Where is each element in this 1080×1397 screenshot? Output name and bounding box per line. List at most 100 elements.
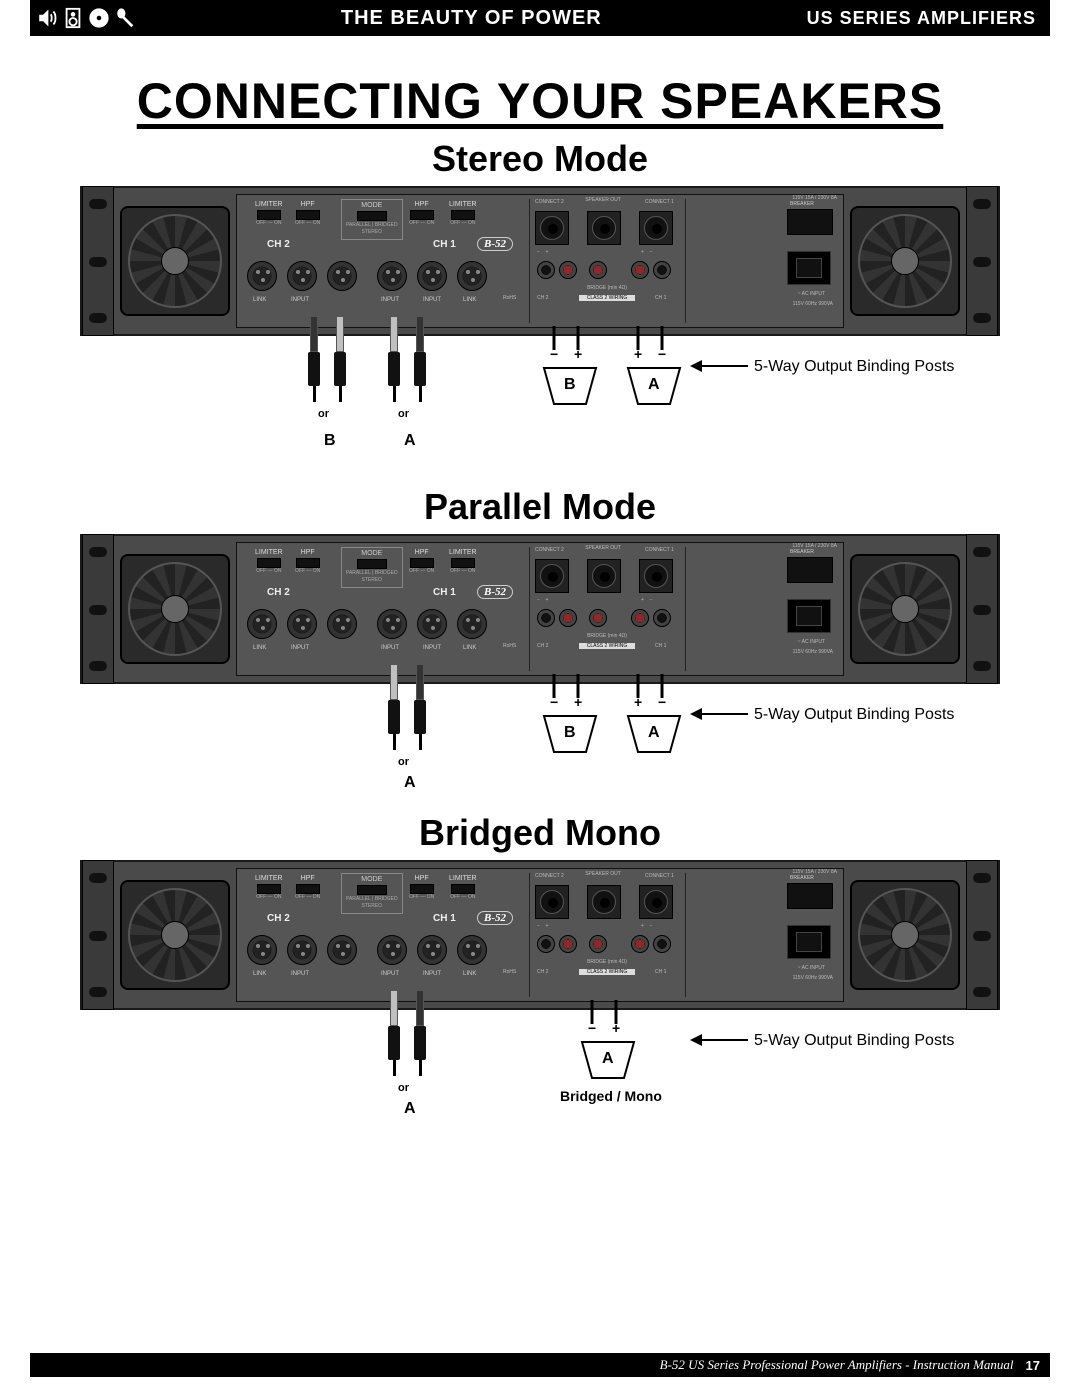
polarity-label: − + [537,923,548,929]
binding-post [653,609,671,627]
jack-ch2-input [327,261,357,291]
label-ch2: CH 2 [267,913,290,924]
page-title: CONNECTING YOUR SPEAKERS [30,72,1050,130]
speaker-a-label: A [648,376,660,394]
label-link: LINK [253,971,266,977]
label-mode: MODE [361,550,382,557]
xlr-jack [377,935,407,965]
binding-post [559,261,577,279]
label-input: INPUT [291,297,309,303]
label-limiter: LIMITER [255,549,283,556]
polarity-minus: − [658,346,666,362]
binding-post [631,935,649,953]
xlr-plug-icon [414,664,426,750]
speakon-jack [535,885,569,919]
mode-heading-bridged: Bridged Mono [30,812,1050,854]
trs-plug-icon [388,316,400,402]
label-ac-input: ~ AC INPUT [798,291,825,297]
label-input: INPUT [381,297,399,303]
label-connect2: CONNECT 2 [535,873,564,879]
rack-ear-left [82,534,114,684]
label-input: INPUT [291,645,309,651]
binding-post [653,935,671,953]
breaker [787,557,833,583]
stereo-annotations: or B or A − + B + − A 5-Way Output Bindi… [80,336,1000,468]
fan-left [120,206,230,316]
fan-right [850,554,960,664]
binding-posts-note: 5-Way Output Binding Posts [754,1032,954,1050]
bridged-annotations: or A − + A Bridged / Mono 5-Way Output B… [80,1010,1000,1142]
polarity-label: + − [641,249,652,255]
xlr-jack [327,609,357,639]
binding-post [631,261,649,279]
xlr-plug-icon [414,316,426,402]
binding-post [589,609,607,627]
footer-text: B-52 US Series Professional Power Amplif… [660,1357,1014,1373]
xlr-plug-icon [414,990,426,1076]
brand-logo: B-52 [477,911,513,925]
speaker-a-label: A [602,1050,614,1068]
label-hpf: HPF [409,201,434,208]
arrow-icon [690,704,750,724]
label-mode-opts: PARALLEL | BRIDGED [346,222,398,228]
input-b-label: B [324,432,336,450]
iec-inlet [787,925,831,959]
rack-ear-right [966,534,998,684]
rohs-label: RoHS [503,643,516,649]
binding-posts-note: 5-Way Output Binding Posts [754,706,954,724]
label-ch1-out: CH 1 [655,643,666,649]
polarity-plus: + [634,694,642,710]
speakon-center [587,211,621,245]
label-input: INPUT [423,645,441,651]
label-ch2: CH 2 [267,587,290,598]
xlr-ch2-input [287,261,317,291]
label-mode-stereo: STEREO [346,903,398,909]
brand-logo: B-52 [477,585,513,599]
breaker [787,209,833,235]
label-mode-opts: PARALLEL | BRIDGED [346,570,398,576]
label-bridge-note: BRIDGE (min 4Ω) [579,959,635,965]
polarity-label: + − [641,597,652,603]
fan-left [120,880,230,990]
input-a-label: A [404,1100,416,1118]
label-ac-input: ~ AC INPUT [798,639,825,645]
polarity-minus: − [550,346,558,362]
or-label: or [398,756,409,768]
label-off-on: OFF — ON [295,895,320,900]
label-off-on: OFF — ON [295,221,320,226]
speakon-jack [639,559,673,593]
speakon-jack [639,885,673,919]
amp-panel-parallel: LIMITEROFF — ON HPFOFF — ON MODEPARALLEL… [80,534,1000,684]
label-ch1: CH 1 [433,913,456,924]
rohs-label: RoHS [503,969,516,975]
disc-icon [88,7,110,29]
label-connect2: CONNECT 2 [535,199,564,205]
rack-ear-left [82,860,114,1010]
binding-post [559,935,577,953]
xlr-plug-icon [308,316,320,402]
label-limiter: LIMITER [255,201,283,208]
label-ac-spec: 115V 60Hz 990VA [793,649,833,655]
or-label: or [398,1082,409,1094]
label-ch1: CH 1 [433,587,456,598]
label-mode: MODE [361,876,382,883]
binding-post [589,935,607,953]
speakon-jack [535,559,569,593]
label-speaker-out: SPEAKER OUT [583,197,623,203]
label-off-on: OFF — ON [409,569,434,574]
polarity-minus: − [588,1020,596,1036]
label-speaker-out: SPEAKER OUT [583,545,623,551]
xlr-ch1-input [417,261,447,291]
label-off-on: OFF — ON [409,895,434,900]
header-tagline: THE BEAUTY OF POWER [136,7,807,30]
label-input: INPUT [381,645,399,651]
label-link: LINK [253,645,266,651]
label-off-on: OFF — ON [255,221,283,226]
binding-post [559,609,577,627]
label-hpf: HPF [295,549,320,556]
label-ac-spec: 115V 60Hz 990VA [793,975,833,981]
or-label: or [318,408,329,420]
speakon-jack [587,559,621,593]
label-link: LINK [253,297,266,303]
iec-inlet [787,251,831,285]
